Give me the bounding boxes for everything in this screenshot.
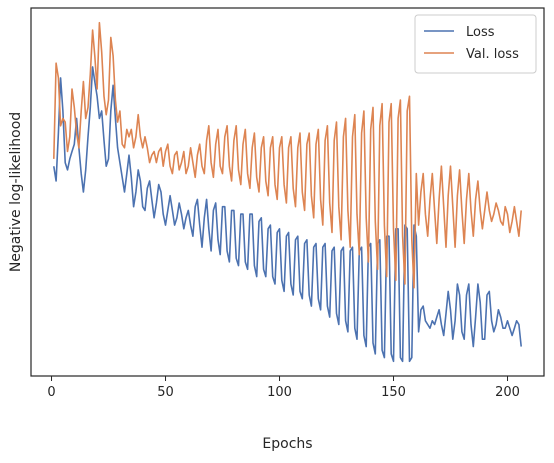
series-line-1	[53, 21, 522, 289]
legend-box	[414, 14, 537, 74]
x-tick-label: 50	[157, 385, 174, 400]
x-axis-label: Epochs	[262, 436, 312, 452]
plot-frame	[30, 7, 545, 377]
legend-label-0: Loss	[466, 25, 495, 40]
legend-label-1: Val. loss	[466, 47, 519, 62]
series-line-0	[53, 66, 522, 363]
legend: Loss Val. loss	[414, 14, 537, 74]
x-tick-label: 150	[381, 385, 406, 400]
x-ticks: 0 50 100 150 200	[47, 376, 520, 400]
x-tick-label: 100	[267, 385, 292, 400]
x-tick-label: 0	[47, 385, 55, 400]
series-layer	[53, 21, 522, 363]
y-axis-label: Negative log-likelihood	[8, 112, 24, 272]
x-tick-label: 200	[495, 385, 520, 400]
